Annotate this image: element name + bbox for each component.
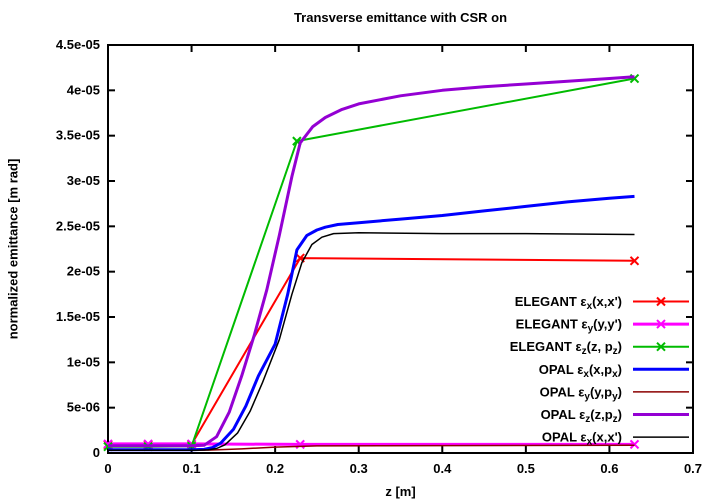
x-tick-label: 0.6 (600, 461, 618, 476)
y-tick-label: 1e-05 (67, 354, 100, 369)
legend-label-2: ELEGANT εz(z, pz) (510, 339, 622, 357)
legend-label-5: OPAL εz(z,pz) (541, 407, 622, 425)
y-tick-label: 3.5e-05 (56, 128, 100, 143)
y-tick-label: 1.5e-05 (56, 309, 100, 324)
y-tick-label: 2.5e-05 (56, 218, 100, 233)
series-line-3 (108, 194, 635, 452)
x-tick-label: 0.4 (433, 461, 452, 476)
legend-sample-marker-2 (656, 341, 666, 352)
y-tick-label: 4.5e-05 (56, 37, 100, 52)
series-line-6 (108, 231, 635, 452)
x-tick-label: 0.5 (517, 461, 535, 476)
x-tick-label: 0.3 (350, 461, 368, 476)
series-marker-1 (629, 439, 640, 450)
series-line-5 (108, 75, 635, 448)
y-tick-label: 2e-05 (67, 264, 100, 279)
legend-label-3: OPAL εx(x,px) (539, 362, 622, 380)
y-tick-label: 5e-06 (67, 400, 100, 415)
series-marker-1 (103, 439, 113, 449)
legend-label-6: OPAL εx(x,x') (542, 430, 622, 448)
plot-border (107, 44, 694, 454)
x-tick-label: 0 (104, 461, 111, 476)
legend-label-1: ELEGANT εy(y,y') (516, 317, 622, 335)
series-marker-2 (292, 136, 302, 146)
legend-sample-marker-0 (656, 296, 666, 307)
legend-sample-marker-1 (656, 319, 666, 329)
series-marker-0 (629, 256, 640, 266)
series-marker-2 (629, 73, 640, 84)
y-tick-label: 3e-05 (67, 173, 100, 188)
x-tick-label: 0.7 (684, 461, 702, 476)
y-tick-label: 4e-05 (67, 82, 100, 97)
x-tick-label: 0.1 (183, 461, 201, 476)
y-tick-label: 0 (93, 445, 100, 460)
legend-label-4: OPAL εy(y,py) (540, 384, 622, 402)
series-marker-0 (295, 253, 305, 263)
x-axis-label: z [m] (385, 484, 416, 499)
chart-title: Transverse emittance with CSR on (293, 10, 508, 25)
legend-label-0: ELEGANT εx(x,x') (515, 294, 622, 312)
x-tick-label: 0.2 (266, 461, 284, 476)
